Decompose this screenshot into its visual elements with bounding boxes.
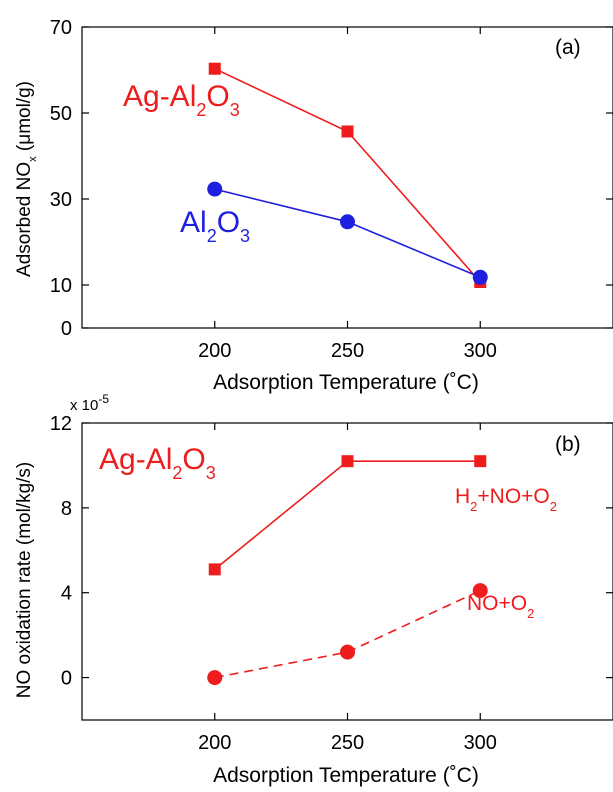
panel-b-y-axis-label: NO oxidation rate (mol/kg/s)	[14, 462, 35, 699]
panel-a-series-label-ag-al2o3: Ag-Al2O3	[123, 80, 240, 120]
y-tick-label: 10	[50, 275, 72, 297]
panel-b-y-multiplier-base: x 10	[70, 397, 98, 414]
x-tick-label: 200	[198, 732, 231, 754]
panel-b-markers	[207, 455, 488, 686]
data-point-square	[341, 125, 354, 138]
data-point-square	[341, 455, 354, 468]
x-tick-label: 250	[331, 340, 364, 362]
y-tick-label: 4	[61, 583, 72, 605]
panel-b-x-axis-label: Adsorption Temperature (˚C)	[213, 764, 479, 787]
data-point-circle	[472, 269, 488, 285]
panel-a-markers	[207, 62, 488, 288]
data-point-square	[208, 563, 221, 576]
y-tick-label: 12	[50, 413, 72, 435]
x-tick-label: 300	[464, 732, 497, 754]
data-point-circle	[207, 670, 223, 686]
x-tick-label: 250	[331, 732, 364, 754]
panel-b-y-multiplier: x 10-5	[70, 392, 109, 414]
y-tick-label: 50	[50, 103, 72, 125]
data-point-square	[208, 62, 221, 75]
x-tick-label: 200	[198, 340, 231, 362]
panel-b-label: (b)	[555, 433, 581, 456]
y-tick-label: 8	[61, 498, 72, 520]
panel-a-y-axis-label: Adsorbed NOx (μmol/g)	[14, 81, 39, 277]
y-tick-label: 0	[61, 668, 72, 690]
data-point-circle	[340, 644, 355, 660]
panel-a-x-axis-label: Adsorption Temperature (˚C)	[213, 371, 479, 394]
y-tick-label: 70	[50, 17, 72, 39]
data-point-circle	[207, 181, 223, 197]
panel-a: 200 250 300 0 10 30 50 70 (a) Ag-Al2O3 Al2O3 Ad…	[14, 17, 613, 394]
x-tick-label: 300	[464, 340, 497, 362]
data-point-circle	[340, 214, 355, 230]
panel-a-ticks: 200 250 300 0 10 30 50 70	[50, 17, 613, 362]
y-tick-label: 30	[50, 189, 72, 211]
panel-a-series-label-al2o3: Al2O3	[180, 206, 250, 246]
data-point-square	[474, 455, 487, 468]
panel-b-series-label-h2-no-o2: H2+NO+O2	[455, 485, 557, 514]
panel-b-y-multiplier-exponent: -5	[98, 392, 109, 406]
y-tick-label: 0	[61, 318, 72, 340]
data-point-circle	[472, 583, 488, 599]
panel-b-series-label-no-o2: NO+O2	[467, 592, 534, 621]
panel-b-title: Ag-Al2O3	[99, 443, 216, 483]
panel-a-label: (a)	[555, 36, 581, 59]
panel-b-ticks: 200 250 300 0 4 8 12	[50, 413, 613, 754]
panel-b: 200 250 300 0 4 8 12 (b) Ag-Al2O3 H2+NO+O2 NO+…	[14, 392, 613, 787]
